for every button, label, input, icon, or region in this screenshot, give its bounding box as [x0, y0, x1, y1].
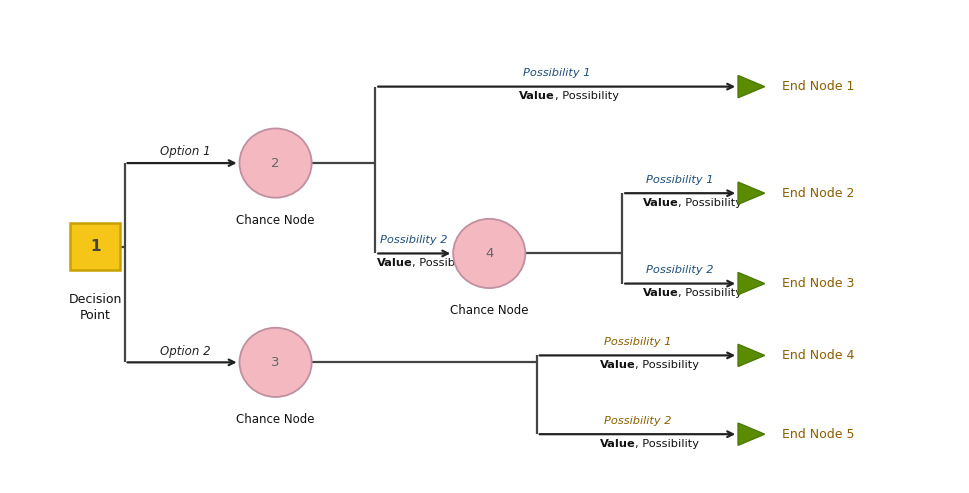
Text: Chance Node: Chance Node: [236, 214, 315, 227]
Text: Possibility 2: Possibility 2: [646, 265, 714, 275]
Text: Decision
Point: Decision Point: [69, 293, 122, 322]
Polygon shape: [738, 182, 765, 204]
Text: End Node 2: End Node 2: [782, 187, 854, 200]
Text: Option 1: Option 1: [160, 145, 210, 158]
Text: End Node 4: End Node 4: [782, 349, 854, 362]
Text: Chance Node: Chance Node: [450, 304, 528, 317]
Text: , Possibility: , Possibility: [678, 288, 742, 298]
Text: 3: 3: [271, 356, 280, 369]
Text: End Node 3: End Node 3: [782, 277, 854, 290]
Ellipse shape: [239, 328, 312, 397]
Polygon shape: [738, 273, 765, 295]
Text: Possibility 2: Possibility 2: [381, 235, 448, 245]
FancyBboxPatch shape: [71, 223, 120, 270]
Text: Value: Value: [600, 360, 636, 370]
Text: Option 2: Option 2: [160, 345, 210, 358]
Text: , Possibility: , Possibility: [555, 91, 619, 101]
Text: , Possibility: , Possibility: [636, 439, 700, 449]
Polygon shape: [738, 75, 765, 98]
Text: Value: Value: [519, 91, 555, 101]
Polygon shape: [738, 344, 765, 366]
Text: 4: 4: [485, 247, 493, 260]
Text: 2: 2: [271, 157, 280, 170]
Text: Possibility 1: Possibility 1: [523, 68, 590, 78]
Text: Possibility 1: Possibility 1: [604, 337, 672, 347]
Text: Value: Value: [600, 439, 636, 449]
Text: 1: 1: [90, 239, 101, 254]
Text: , Possibility: , Possibility: [413, 258, 477, 268]
Text: Value: Value: [642, 288, 678, 298]
Text: End Node 5: End Node 5: [782, 428, 855, 441]
Polygon shape: [738, 423, 765, 445]
Text: Chance Node: Chance Node: [236, 413, 315, 426]
Text: , Possibility: , Possibility: [678, 198, 742, 208]
Text: End Node 1: End Node 1: [782, 80, 854, 93]
Text: Value: Value: [377, 258, 413, 268]
Ellipse shape: [239, 129, 312, 198]
Text: Possibility 1: Possibility 1: [646, 175, 714, 185]
Text: Value: Value: [642, 198, 678, 208]
Text: Possibility 2: Possibility 2: [604, 416, 672, 426]
Text: , Possibility: , Possibility: [636, 360, 700, 370]
Ellipse shape: [453, 219, 525, 288]
